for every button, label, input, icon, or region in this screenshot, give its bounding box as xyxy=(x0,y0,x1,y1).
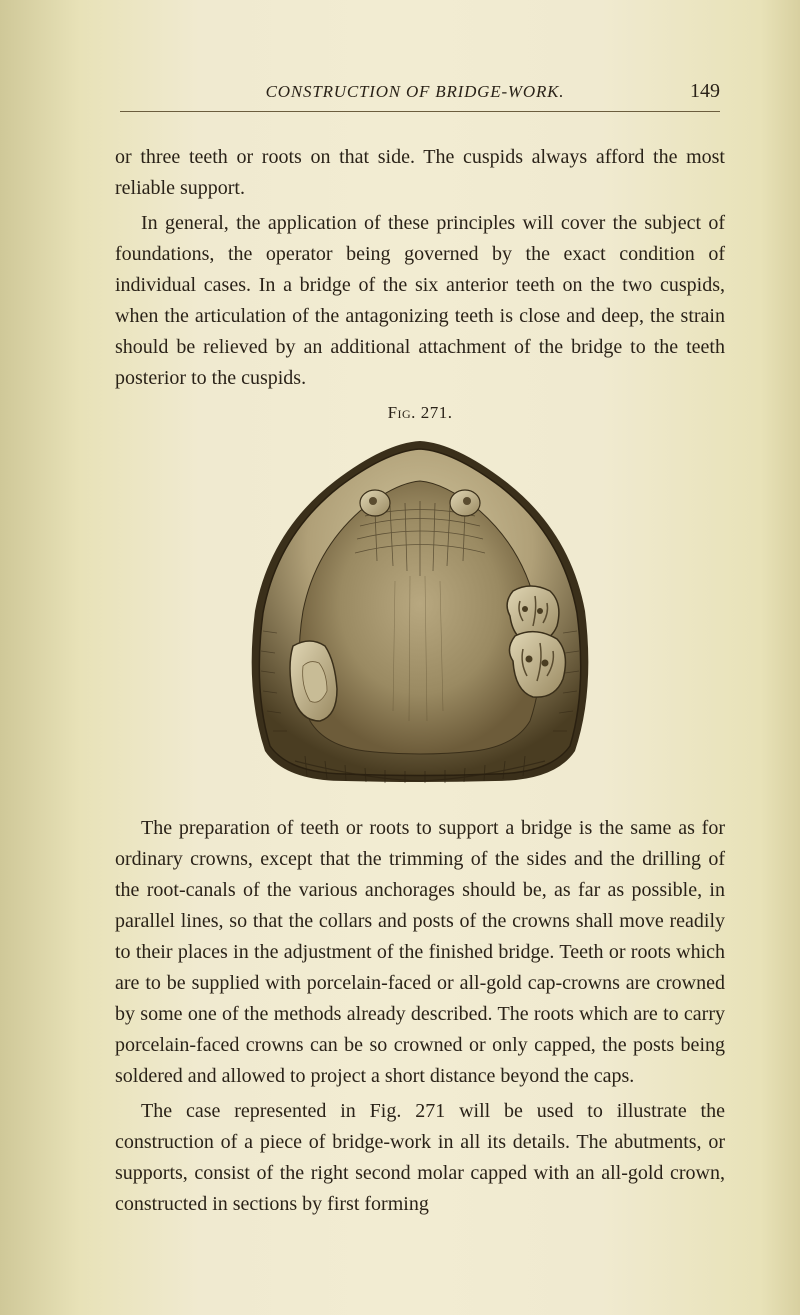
dental-cast-illustration xyxy=(215,431,625,791)
page-header: CONSTRUCTION OF BRIDGE-WORK. 149 xyxy=(115,80,725,103)
page-container: CONSTRUCTION OF BRIDGE-WORK. 149 or thre… xyxy=(0,0,800,1284)
paragraph-3: The preparation of teeth or roots to sup… xyxy=(115,813,725,1092)
body-text: or three teeth or roots on that side. Th… xyxy=(115,142,725,1220)
anterior-socket-left xyxy=(369,497,377,505)
figure-label-number: 271. xyxy=(421,403,453,422)
running-title: CONSTRUCTION OF BRIDGE-WORK. xyxy=(160,82,670,102)
paragraph-1: or three teeth or roots on that side. Th… xyxy=(115,142,725,204)
header-rule xyxy=(120,111,720,112)
anterior-socket-right xyxy=(463,497,471,505)
paragraph-2: In general, the application of these pri… xyxy=(115,208,725,394)
page-number: 149 xyxy=(690,80,720,103)
figure-label-prefix: Fig. xyxy=(388,403,416,422)
figure-container xyxy=(115,431,725,791)
paragraph-4: The case represented in Fig. 271 will be… xyxy=(115,1096,725,1220)
figure-caption: Fig. 271. xyxy=(115,400,725,426)
